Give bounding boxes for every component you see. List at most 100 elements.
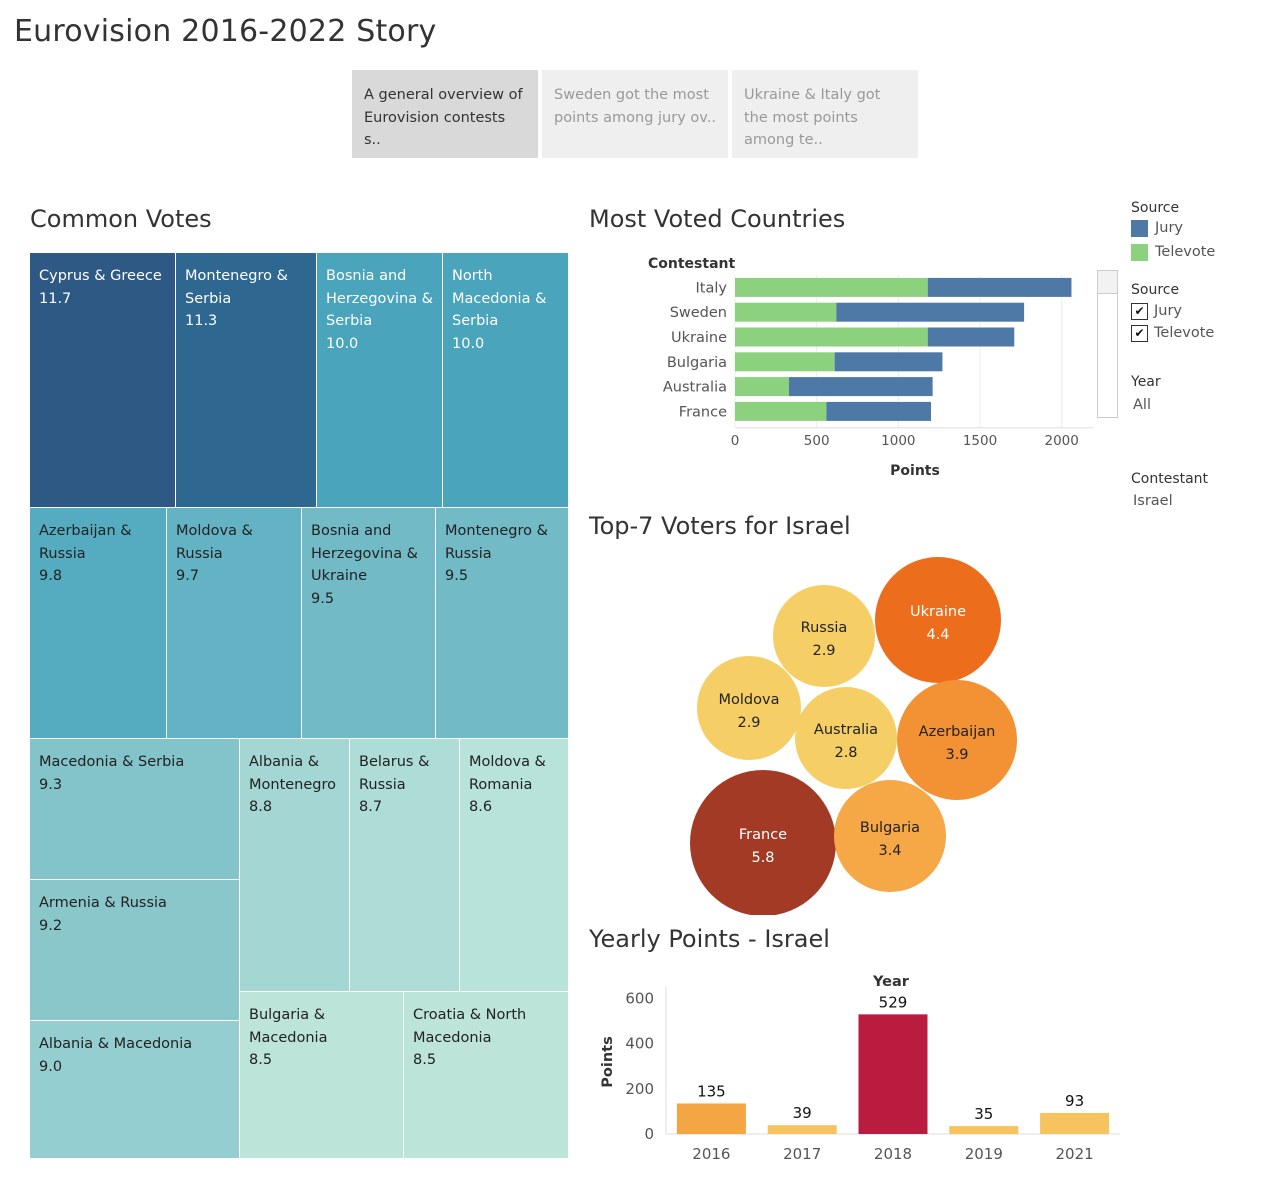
yearly-points-title: Yearly Points - Israel <box>589 925 830 953</box>
top-voters-title: Top-7 Voters for Israel <box>589 512 851 540</box>
treemap-cell-label: North Macedonia & Serbia <box>452 268 547 329</box>
treemap-cell-montenegro-russia[interactable]: Montenegro & Russia 9.5 <box>436 508 569 739</box>
treemap-cell-azerbaijan-russia[interactable]: Azerbaijan & Russia 9.8 <box>30 508 167 739</box>
treemap-cell-bosnia-and-herzegovina-ukraine[interactable]: Bosnia and Herzegovina & Ukraine 9.5 <box>302 508 436 739</box>
treemap-cell-albania-montenegro[interactable]: Albania & Montenegro 8.8 <box>240 739 350 992</box>
legend-item-televote[interactable]: Televote <box>1131 240 1261 264</box>
treemap-cell-albania-macedonia[interactable]: Albania & Macedonia 9.0 <box>30 1021 240 1159</box>
bar-australia-televote[interactable] <box>735 377 789 397</box>
treemap-cell-north-macedonia-serbia[interactable]: North Macedonia & Serbia 10.0 <box>443 253 569 508</box>
y-tick-label: 200 <box>625 1080 654 1098</box>
treemap-cell-value: 11.3 <box>185 313 218 329</box>
bubble-circle[interactable] <box>690 770 836 915</box>
treemap-cell-moldova-romania[interactable]: Moldova & Romania 8.6 <box>460 739 569 992</box>
bubble-value: 2.9 <box>737 715 760 731</box>
jury-checkbox[interactable]: ✔ <box>1131 302 1148 320</box>
bubble-ukraine[interactable]: Ukraine 4.4 <box>875 557 1001 683</box>
bubble-russia[interactable]: Russia 2.9 <box>773 585 875 687</box>
treemap-cell-label: Bulgaria & Macedonia <box>249 1007 328 1046</box>
treemap-cell-croatia-north-macedonia[interactable]: Croatia & North Macedonia 8.5 <box>404 992 569 1159</box>
year-filter: Year All <box>1131 374 1261 413</box>
filter-option-televote[interactable]: ✔ Televote <box>1131 322 1261 344</box>
treemap-cell-cyprus-greece[interactable]: Cyprus & Greece 11.7 <box>30 253 176 508</box>
bubble-circle[interactable] <box>834 780 946 892</box>
treemap-cell-label: Moldova & Russia <box>176 523 253 562</box>
bar-2021[interactable] <box>1040 1112 1110 1134</box>
bubble-value: 2.9 <box>812 643 835 659</box>
bar-2016[interactable] <box>676 1103 746 1134</box>
data-label: 35 <box>974 1105 993 1123</box>
y-tick-label: Sweden <box>670 305 727 321</box>
treemap-cell-label: Croatia & North Macedonia <box>413 1007 527 1046</box>
bubble-australia[interactable]: Australia 2.8 <box>795 687 897 789</box>
bubble-azerbaijan[interactable]: Azerbaijan 3.9 <box>897 680 1017 800</box>
bubble-value: 3.9 <box>945 747 968 763</box>
bar-sweden-jury[interactable] <box>836 302 1025 322</box>
data-label: 529 <box>879 993 908 1011</box>
x-tick-label: 2018 <box>874 1145 912 1163</box>
common-votes-title: Common Votes <box>30 205 212 233</box>
televote-checkbox[interactable]: ✔ <box>1131 324 1148 342</box>
bubble-bulgaria[interactable]: Bulgaria 3.4 <box>834 780 946 892</box>
story-point-2[interactable]: Sweden got the most points among jury ov… <box>542 70 728 158</box>
treemap-cell-label: Albania & Montenegro <box>249 754 337 793</box>
scrollbar[interactable] <box>1097 270 1118 418</box>
bubble-circle[interactable] <box>875 557 1001 683</box>
y-axis-label: Points <box>600 1036 616 1087</box>
treemap-cell-macedonia-serbia[interactable]: Macedonia & Serbia 9.3 <box>30 739 240 880</box>
data-label: 93 <box>1065 1092 1084 1110</box>
bar-italy-jury[interactable] <box>927 277 1072 297</box>
treemap-cell-label: Bosnia and Herzegovina & Ukraine <box>311 523 418 584</box>
treemap-cell-armenia-russia[interactable]: Armenia & Russia 9.2 <box>30 880 240 1021</box>
treemap-cell-bulgaria-macedonia[interactable]: Bulgaria & Macedonia 8.5 <box>240 992 404 1159</box>
y-tick-label: Bulgaria <box>667 355 727 371</box>
x-tick-label: 2021 <box>1056 1145 1094 1163</box>
bar-bulgaria-jury[interactable] <box>834 352 943 372</box>
bar-sweden-televote[interactable] <box>735 302 837 322</box>
bar-france-televote[interactable] <box>735 401 827 421</box>
story-point-1[interactable]: A general overview of Eurovision contest… <box>352 70 538 158</box>
bubble-circle[interactable] <box>897 680 1017 800</box>
bar-2018[interactable] <box>858 1014 928 1134</box>
data-label: 135 <box>697 1082 726 1100</box>
legend-item-jury[interactable]: Jury <box>1131 216 1261 240</box>
bar-ukraine-jury[interactable] <box>927 327 1015 347</box>
bar-2017[interactable] <box>767 1125 837 1134</box>
treemap-cell-label: Macedonia & Serbia <box>39 754 185 770</box>
source-color-legend-title: Source <box>1131 200 1180 216</box>
treemap-cell-label: Bosnia and Herzegovina & Serbia <box>326 268 433 329</box>
year-filter-value[interactable]: All <box>1133 397 1151 413</box>
bubble-circle[interactable] <box>697 656 801 760</box>
televote-swatch <box>1131 243 1148 261</box>
treemap-cell-value: 9.2 <box>39 917 63 934</box>
bubble-circle[interactable] <box>773 585 875 687</box>
treemap-cell-label: Belarus & Russia <box>359 754 430 793</box>
bubble-value: 2.8 <box>834 745 857 761</box>
treemap-cell-moldova-russia[interactable]: Moldova & Russia 9.7 <box>167 508 302 739</box>
bar-australia-jury[interactable] <box>788 377 933 397</box>
bubble-circle[interactable] <box>795 687 897 789</box>
bar-italy-televote[interactable] <box>735 277 928 297</box>
story-point-3[interactable]: Ukraine & Italy got the most points amon… <box>732 70 918 158</box>
bubble-france[interactable]: France 5.8 <box>690 770 836 915</box>
treemap-cell-bosnia-and-herzegovina-serbia[interactable]: Bosnia and Herzegovina & Serbia 10.0 <box>317 253 443 508</box>
treemap-cell-value: 9.0 <box>39 1058 63 1075</box>
scrollbar-thumb[interactable] <box>1098 271 1117 294</box>
bar-bulgaria-televote[interactable] <box>735 352 835 372</box>
filter-option-jury[interactable]: ✔ Jury <box>1131 300 1261 322</box>
bar-ukraine-televote[interactable] <box>735 327 928 347</box>
bubble-label: Ukraine <box>910 604 966 620</box>
bubble-moldova[interactable]: Moldova 2.9 <box>697 656 801 760</box>
contestant-filter-value[interactable]: Israel <box>1133 493 1173 509</box>
bar-2019[interactable] <box>949 1126 1019 1134</box>
x-tick-label: 500 <box>804 433 830 449</box>
treemap-cell-belarus-russia[interactable]: Belarus & Russia 8.7 <box>350 739 460 992</box>
contestant-filter-title: Contestant <box>1131 471 1209 487</box>
y-tick-label: 0 <box>644 1125 654 1143</box>
treemap-cell-value: 9.5 <box>445 568 469 584</box>
treemap-cell-montenegro-serbia[interactable]: Montenegro & Serbia 11.3 <box>176 253 317 508</box>
bar-france-jury[interactable] <box>826 401 931 421</box>
source-filter: Source ✔ Jury ✔ Televote <box>1131 282 1261 344</box>
treemap-cell-value: 10.0 <box>326 335 359 352</box>
bubble-value: 3.4 <box>878 843 901 859</box>
